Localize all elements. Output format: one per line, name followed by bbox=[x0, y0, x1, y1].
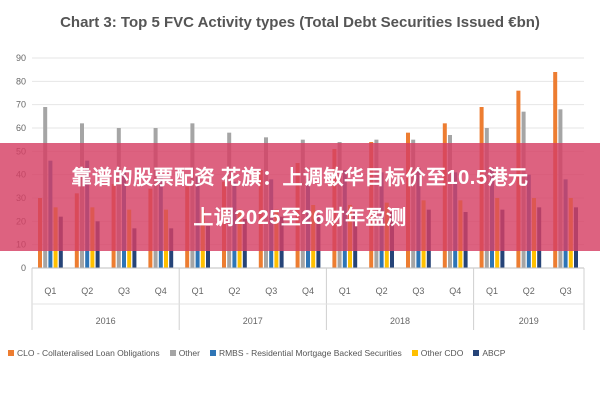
legend-label: Other CDO bbox=[420, 348, 464, 358]
x-tick-label: Q2 bbox=[228, 286, 240, 296]
chart-title: Chart 3: Top 5 FVC Activity types (Total… bbox=[60, 14, 540, 31]
x-tick-label: Q3 bbox=[118, 286, 130, 296]
x-tick-label: Q1 bbox=[44, 286, 56, 296]
legend-item: Other bbox=[169, 348, 200, 358]
legend-swatch bbox=[8, 350, 14, 356]
y-tick-label: 70 bbox=[16, 100, 26, 110]
legend-item: ABCP bbox=[473, 348, 505, 358]
x-tick-label: Q3 bbox=[265, 286, 277, 296]
x-tick-label: Q3 bbox=[412, 286, 424, 296]
legend-swatch bbox=[169, 350, 176, 356]
x-group-label: 2019 bbox=[519, 316, 539, 326]
x-tick-label: Q2 bbox=[81, 286, 93, 296]
y-tick-label: 90 bbox=[16, 53, 26, 63]
legend-swatch bbox=[411, 350, 418, 356]
legend-swatch bbox=[473, 350, 480, 356]
legend-label: Other bbox=[178, 348, 200, 358]
legend-item: CLO - Collateralised Loan Obligations bbox=[8, 348, 160, 358]
headline-banner[interactable]: 靠谱的股票配资 花旗：上调敏华目标价至10.5港元 上调2025至26财年盈测 bbox=[0, 143, 600, 251]
y-tick-label: 60 bbox=[16, 123, 26, 133]
legend-swatch bbox=[209, 350, 216, 356]
x-tick-label: Q1 bbox=[339, 286, 351, 296]
x-tick-label: Q4 bbox=[155, 286, 167, 296]
x-tick-label: Q2 bbox=[376, 286, 388, 296]
y-tick-label: 0 bbox=[21, 263, 26, 273]
headline-line-1: 靠谱的股票配资 花旗：上调敏华目标价至10.5港元 bbox=[71, 167, 529, 189]
x-group-label: 2017 bbox=[243, 316, 263, 326]
headline-line-2: 上调2025至26财年盈测 bbox=[193, 207, 407, 229]
legend-label: CLO - Collateralised Loan Obligations bbox=[17, 348, 160, 358]
legend-item: RMBS - Residential Mortgage Backed Secur… bbox=[209, 348, 402, 358]
x-tick-label: Q1 bbox=[486, 286, 498, 296]
legend-label: ABCP bbox=[482, 348, 506, 358]
x-tick-label: Q1 bbox=[192, 286, 204, 296]
chart-legend: CLO - Collateralised Loan Obligations Oth… bbox=[8, 348, 598, 358]
x-tick-label: Q2 bbox=[523, 286, 535, 296]
x-tick-label: Q4 bbox=[449, 286, 461, 296]
legend-label: RMBS - Residential Mortgage Backed Secur… bbox=[218, 348, 402, 358]
x-group-label: 2016 bbox=[96, 316, 116, 326]
y-tick-label: 80 bbox=[16, 76, 26, 86]
x-tick-label: Q3 bbox=[560, 286, 572, 296]
x-tick-label: Q4 bbox=[302, 286, 314, 296]
x-group-label: 2018 bbox=[390, 316, 410, 326]
legend-item: Other CDO bbox=[411, 348, 464, 358]
